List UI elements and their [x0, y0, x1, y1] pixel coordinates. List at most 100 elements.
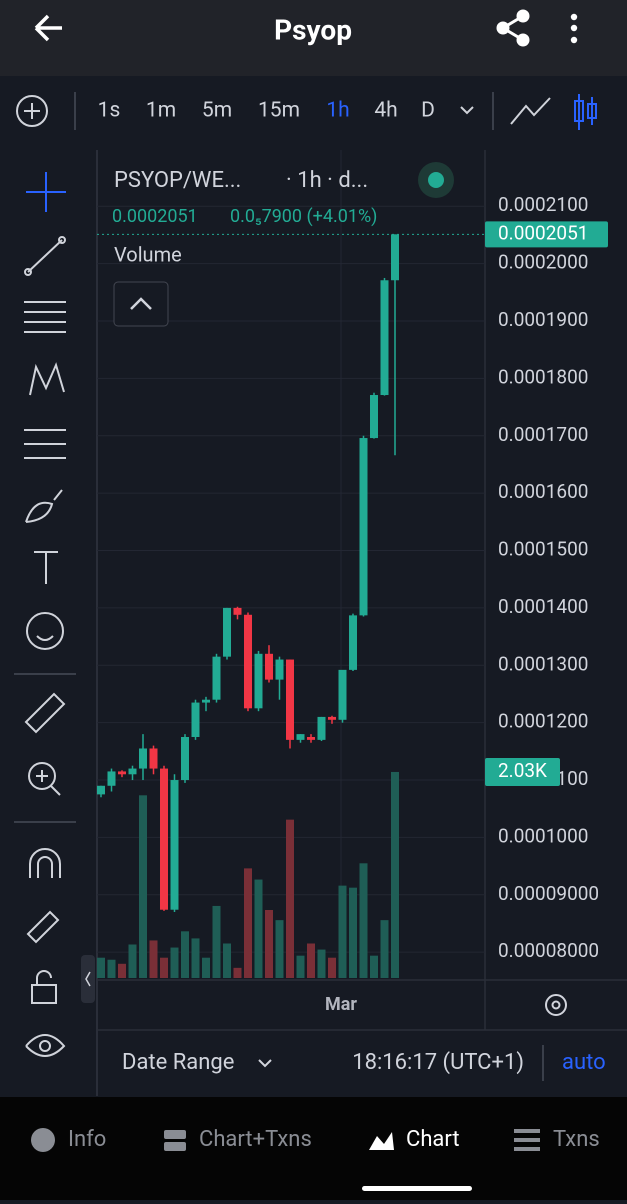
collapse-tools[interactable] — [81, 955, 95, 1003]
candle-body — [160, 768, 168, 910]
date-range-arrow — [258, 1059, 272, 1068]
volume-bar — [97, 957, 105, 978]
candle-body — [338, 669, 347, 720]
clock: 18:16:17 (UTC+1) — [352, 1050, 524, 1075]
toolbar — [0, 76, 627, 146]
interval-button[interactable]: 1h — [326, 99, 349, 123]
emoji-tool[interactable] — [26, 612, 64, 650]
y-tick-label: 0.0001400 — [498, 595, 588, 618]
trend-line-tool[interactable] — [27, 239, 63, 273]
y-tick-label: 0.0001500 — [498, 538, 588, 561]
volume-bar — [233, 967, 242, 978]
back-button[interactable] — [34, 14, 62, 42]
add-indicator[interactable] — [16, 95, 48, 127]
volume-bar — [139, 795, 147, 978]
candle-body — [391, 234, 399, 281]
zoom-tool[interactable] — [28, 762, 56, 790]
magnet-tool[interactable] — [29, 848, 61, 878]
candle-body — [191, 702, 200, 738]
nav-tab[interactable]: Chart — [406, 1127, 460, 1152]
interval-button[interactable]: 1m — [146, 99, 176, 123]
legend-volume: Volume — [114, 242, 182, 266]
interval-button[interactable]: D — [421, 99, 435, 123]
volume-bar — [380, 920, 389, 978]
candle-body — [349, 615, 357, 670]
candle-body — [265, 653, 273, 680]
y-tick-label: 0.0001600 — [498, 480, 588, 503]
settings-button[interactable] — [545, 994, 567, 1016]
ruler-tool[interactable] — [24, 692, 66, 734]
candle-body — [307, 737, 315, 740]
volume-bar — [149, 940, 158, 978]
volume-bar — [212, 905, 221, 978]
candle-body — [380, 280, 389, 396]
y-tick-label: 0.0002000 — [498, 251, 588, 274]
candle-body — [296, 734, 305, 740]
candle-body — [97, 785, 105, 795]
y-tick-label: 0.0001200 — [498, 710, 588, 733]
candle-body — [328, 716, 336, 720]
lock-draw-tool[interactable] — [26, 910, 60, 944]
volume-bar — [275, 920, 284, 978]
candle-body — [317, 716, 326, 740]
y-tick-label: 0.00009000 — [498, 882, 599, 905]
interval-dropdown[interactable] — [460, 106, 474, 115]
home-indicator — [362, 1186, 472, 1191]
candle-body — [275, 659, 284, 680]
y-tick-label: 0.0001300 — [498, 652, 588, 675]
nav-tab[interactable]: Chart+Txns — [199, 1127, 312, 1152]
legend-change: 0.0₅7900 (+4.01%) — [230, 206, 377, 227]
interval-button[interactable]: 4h — [374, 99, 397, 123]
nav-tab[interactable]: Txns — [553, 1127, 600, 1152]
pattern-tool[interactable] — [29, 362, 65, 396]
volume-bar — [370, 955, 378, 978]
crosshair-tool[interactable] — [26, 172, 66, 212]
volume-bar — [265, 909, 273, 978]
candle-body — [107, 771, 116, 786]
fib-tool[interactable] — [24, 301, 66, 333]
auto-scale-button[interactable]: auto — [562, 1050, 606, 1075]
tool-column — [0, 146, 95, 1096]
text-tool[interactable] — [34, 551, 58, 584]
nav-tab[interactable]: Info — [68, 1127, 106, 1152]
interval-button[interactable]: 5m — [202, 99, 232, 123]
candle-chart-button[interactable] — [574, 94, 597, 130]
volume-bar — [286, 819, 294, 978]
last-volume-badge — [485, 757, 560, 786]
drawing-tools — [24, 172, 66, 1057]
visibility-tool[interactable] — [25, 1034, 66, 1057]
candle-body — [118, 771, 126, 775]
volume-bar — [107, 959, 116, 978]
volume-bar — [128, 944, 137, 978]
volume-bar — [391, 771, 399, 978]
candle-body — [128, 768, 137, 775]
volume-bar — [254, 879, 263, 978]
date-range-button[interactable]: Date Range — [122, 1050, 234, 1075]
candle-body — [254, 653, 263, 709]
candle-body — [170, 780, 179, 910]
more-button[interactable] — [570, 13, 578, 44]
collapse-arrow — [130, 297, 152, 310]
line-chart-button[interactable] — [510, 97, 551, 125]
volume-bar — [349, 887, 357, 978]
projection-tool[interactable] — [24, 429, 66, 459]
candle-body — [233, 607, 242, 615]
y-tick-label: 0.00008000 — [498, 939, 599, 962]
volume-bar — [244, 868, 252, 978]
y-tick-label: 0.0001800 — [498, 365, 588, 388]
y-tick-label: 0.0002100 — [498, 193, 588, 216]
volume-bar — [328, 957, 336, 978]
candle-body — [212, 656, 221, 700]
legend-collapse[interactable] — [113, 281, 169, 327]
brush-tool[interactable] — [25, 489, 63, 523]
last-price-label: 0.0002051 — [498, 221, 588, 244]
interval-button[interactable]: 1s — [98, 99, 121, 123]
volume-bar — [170, 947, 179, 978]
unlock-tool[interactable] — [31, 984, 57, 1004]
volume-bar — [296, 955, 305, 978]
interval-button[interactable]: 15m — [258, 99, 300, 123]
share-button[interactable] — [496, 9, 530, 47]
y-tick-label: 0.0001000 — [498, 824, 588, 847]
collapse-icon — [85, 971, 91, 987]
